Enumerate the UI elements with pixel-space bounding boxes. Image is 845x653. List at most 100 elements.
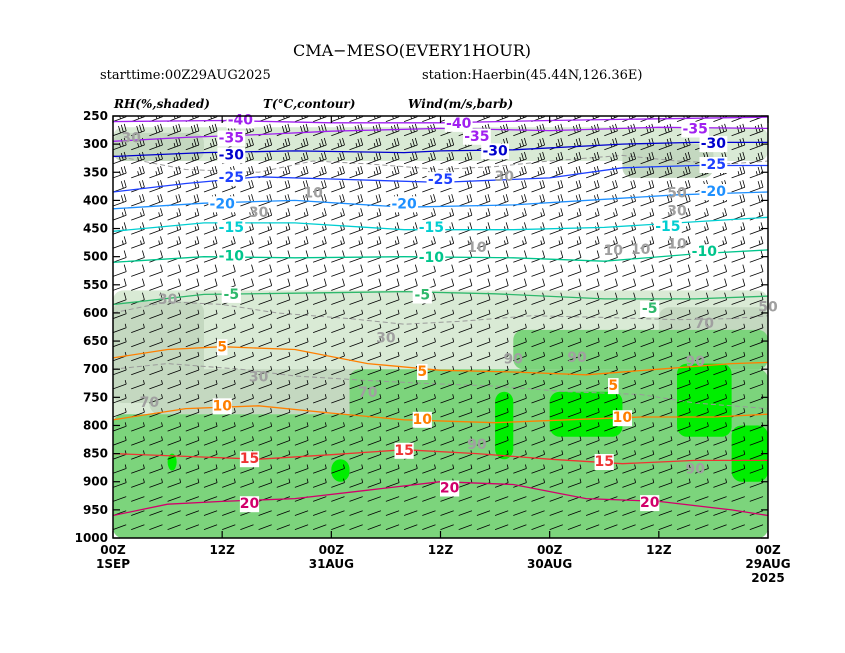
wind-barb <box>567 380 582 390</box>
temperature-label-background <box>208 196 237 213</box>
wind-barb <box>695 337 709 348</box>
wind-barb <box>294 236 309 249</box>
wind-barb <box>131 380 145 390</box>
wind-barb <box>131 464 145 474</box>
wind-barb <box>476 116 491 122</box>
wind-barb <box>349 180 364 193</box>
wind-barb <box>331 292 345 305</box>
wind-barb <box>240 208 254 221</box>
wind-barb <box>331 116 345 122</box>
wind-barb <box>440 323 455 333</box>
wind-barb <box>622 236 636 249</box>
wind-barb <box>276 323 291 333</box>
wind-barb <box>676 194 691 207</box>
wind-barb <box>713 264 727 277</box>
wind-barb <box>131 422 145 432</box>
wind-barb <box>312 208 327 221</box>
wind-barb <box>767 275 768 277</box>
wind-barb <box>676 408 691 418</box>
wind-barb <box>440 264 455 277</box>
temperature-label-background <box>640 301 660 317</box>
wind-barb <box>604 337 618 348</box>
wind-barb <box>494 116 509 122</box>
wind-barb <box>203 365 218 376</box>
wind-barb <box>312 151 327 165</box>
x-tick-label: 12Z <box>646 543 672 557</box>
wind-barb <box>240 478 254 488</box>
temperature-contour-label: 20 <box>440 481 460 497</box>
wind-barb <box>458 323 473 333</box>
wind-barb <box>585 337 600 348</box>
wind-barb <box>749 236 764 249</box>
wind-barb <box>549 351 564 362</box>
wind-barb <box>585 380 600 390</box>
wind-barb <box>294 394 309 404</box>
wind-barb <box>185 422 200 432</box>
wind-barb <box>185 478 200 488</box>
wind-barb <box>276 524 291 530</box>
station-label: station:Haerbin(45.44N,126.36E) <box>422 68 642 83</box>
wind-barb <box>294 478 309 488</box>
wind-barb <box>331 408 345 418</box>
wind-barb <box>149 165 163 179</box>
wind-barb <box>385 436 400 446</box>
wind-barb <box>203 351 218 362</box>
wind-barb <box>149 478 163 488</box>
wind-barb <box>604 394 618 404</box>
wind-barb <box>731 309 746 319</box>
temperature-label-background <box>412 287 432 304</box>
wind-barb <box>149 194 163 207</box>
y-tick-label: 1000 <box>75 531 108 545</box>
wind-barb <box>531 478 545 488</box>
wind-barb <box>604 137 618 151</box>
wind-barb <box>294 422 309 432</box>
wind-barb <box>658 436 673 446</box>
wind-barb <box>713 323 727 333</box>
wind-barb <box>440 380 455 390</box>
wind-barb <box>312 436 327 446</box>
wind-barb <box>185 337 200 348</box>
wind-barb <box>458 436 473 446</box>
temperature-label-background <box>417 220 446 236</box>
wind-barb <box>731 123 746 137</box>
wind-barb <box>276 208 291 221</box>
wind-barb <box>604 464 618 474</box>
wind-barb <box>367 151 382 165</box>
wind-barb <box>367 380 382 390</box>
wind-barb <box>131 116 145 122</box>
wind-barb <box>458 309 473 319</box>
wind-barb <box>367 510 382 516</box>
wind-barb <box>149 351 163 362</box>
wind-barb <box>476 323 491 333</box>
wind-barb <box>349 510 363 516</box>
temperature-contour-label: -5 <box>642 301 658 317</box>
wind-barb <box>604 309 618 319</box>
wind-barb <box>549 422 564 432</box>
wind-barb <box>331 478 345 488</box>
wind-barb <box>367 208 382 221</box>
wind-barb <box>494 394 509 404</box>
wind-barb <box>203 222 218 235</box>
wind-barb <box>695 323 709 333</box>
wind-barb <box>513 151 527 165</box>
wind-barb <box>331 264 345 277</box>
wind-barb <box>531 236 545 249</box>
wind-barb <box>494 278 509 291</box>
wind-barb <box>458 351 473 362</box>
wind-barb <box>549 278 564 291</box>
wind-barb <box>185 123 200 137</box>
wind-barb <box>567 309 582 319</box>
wind-barb <box>367 137 382 151</box>
wind-barb <box>276 236 291 249</box>
wind-barb <box>367 236 382 249</box>
wind-barb <box>294 524 309 530</box>
wind-barb <box>276 394 291 404</box>
temperature-contour <box>113 126 768 142</box>
wind-barb <box>585 436 600 446</box>
rh-shaded-region <box>549 391 623 437</box>
wind-barb <box>640 408 655 418</box>
wind-barb <box>513 408 527 418</box>
temperature-contour-label: 15 <box>240 451 259 467</box>
wind-barb <box>258 116 273 122</box>
wind-barb <box>549 524 563 530</box>
